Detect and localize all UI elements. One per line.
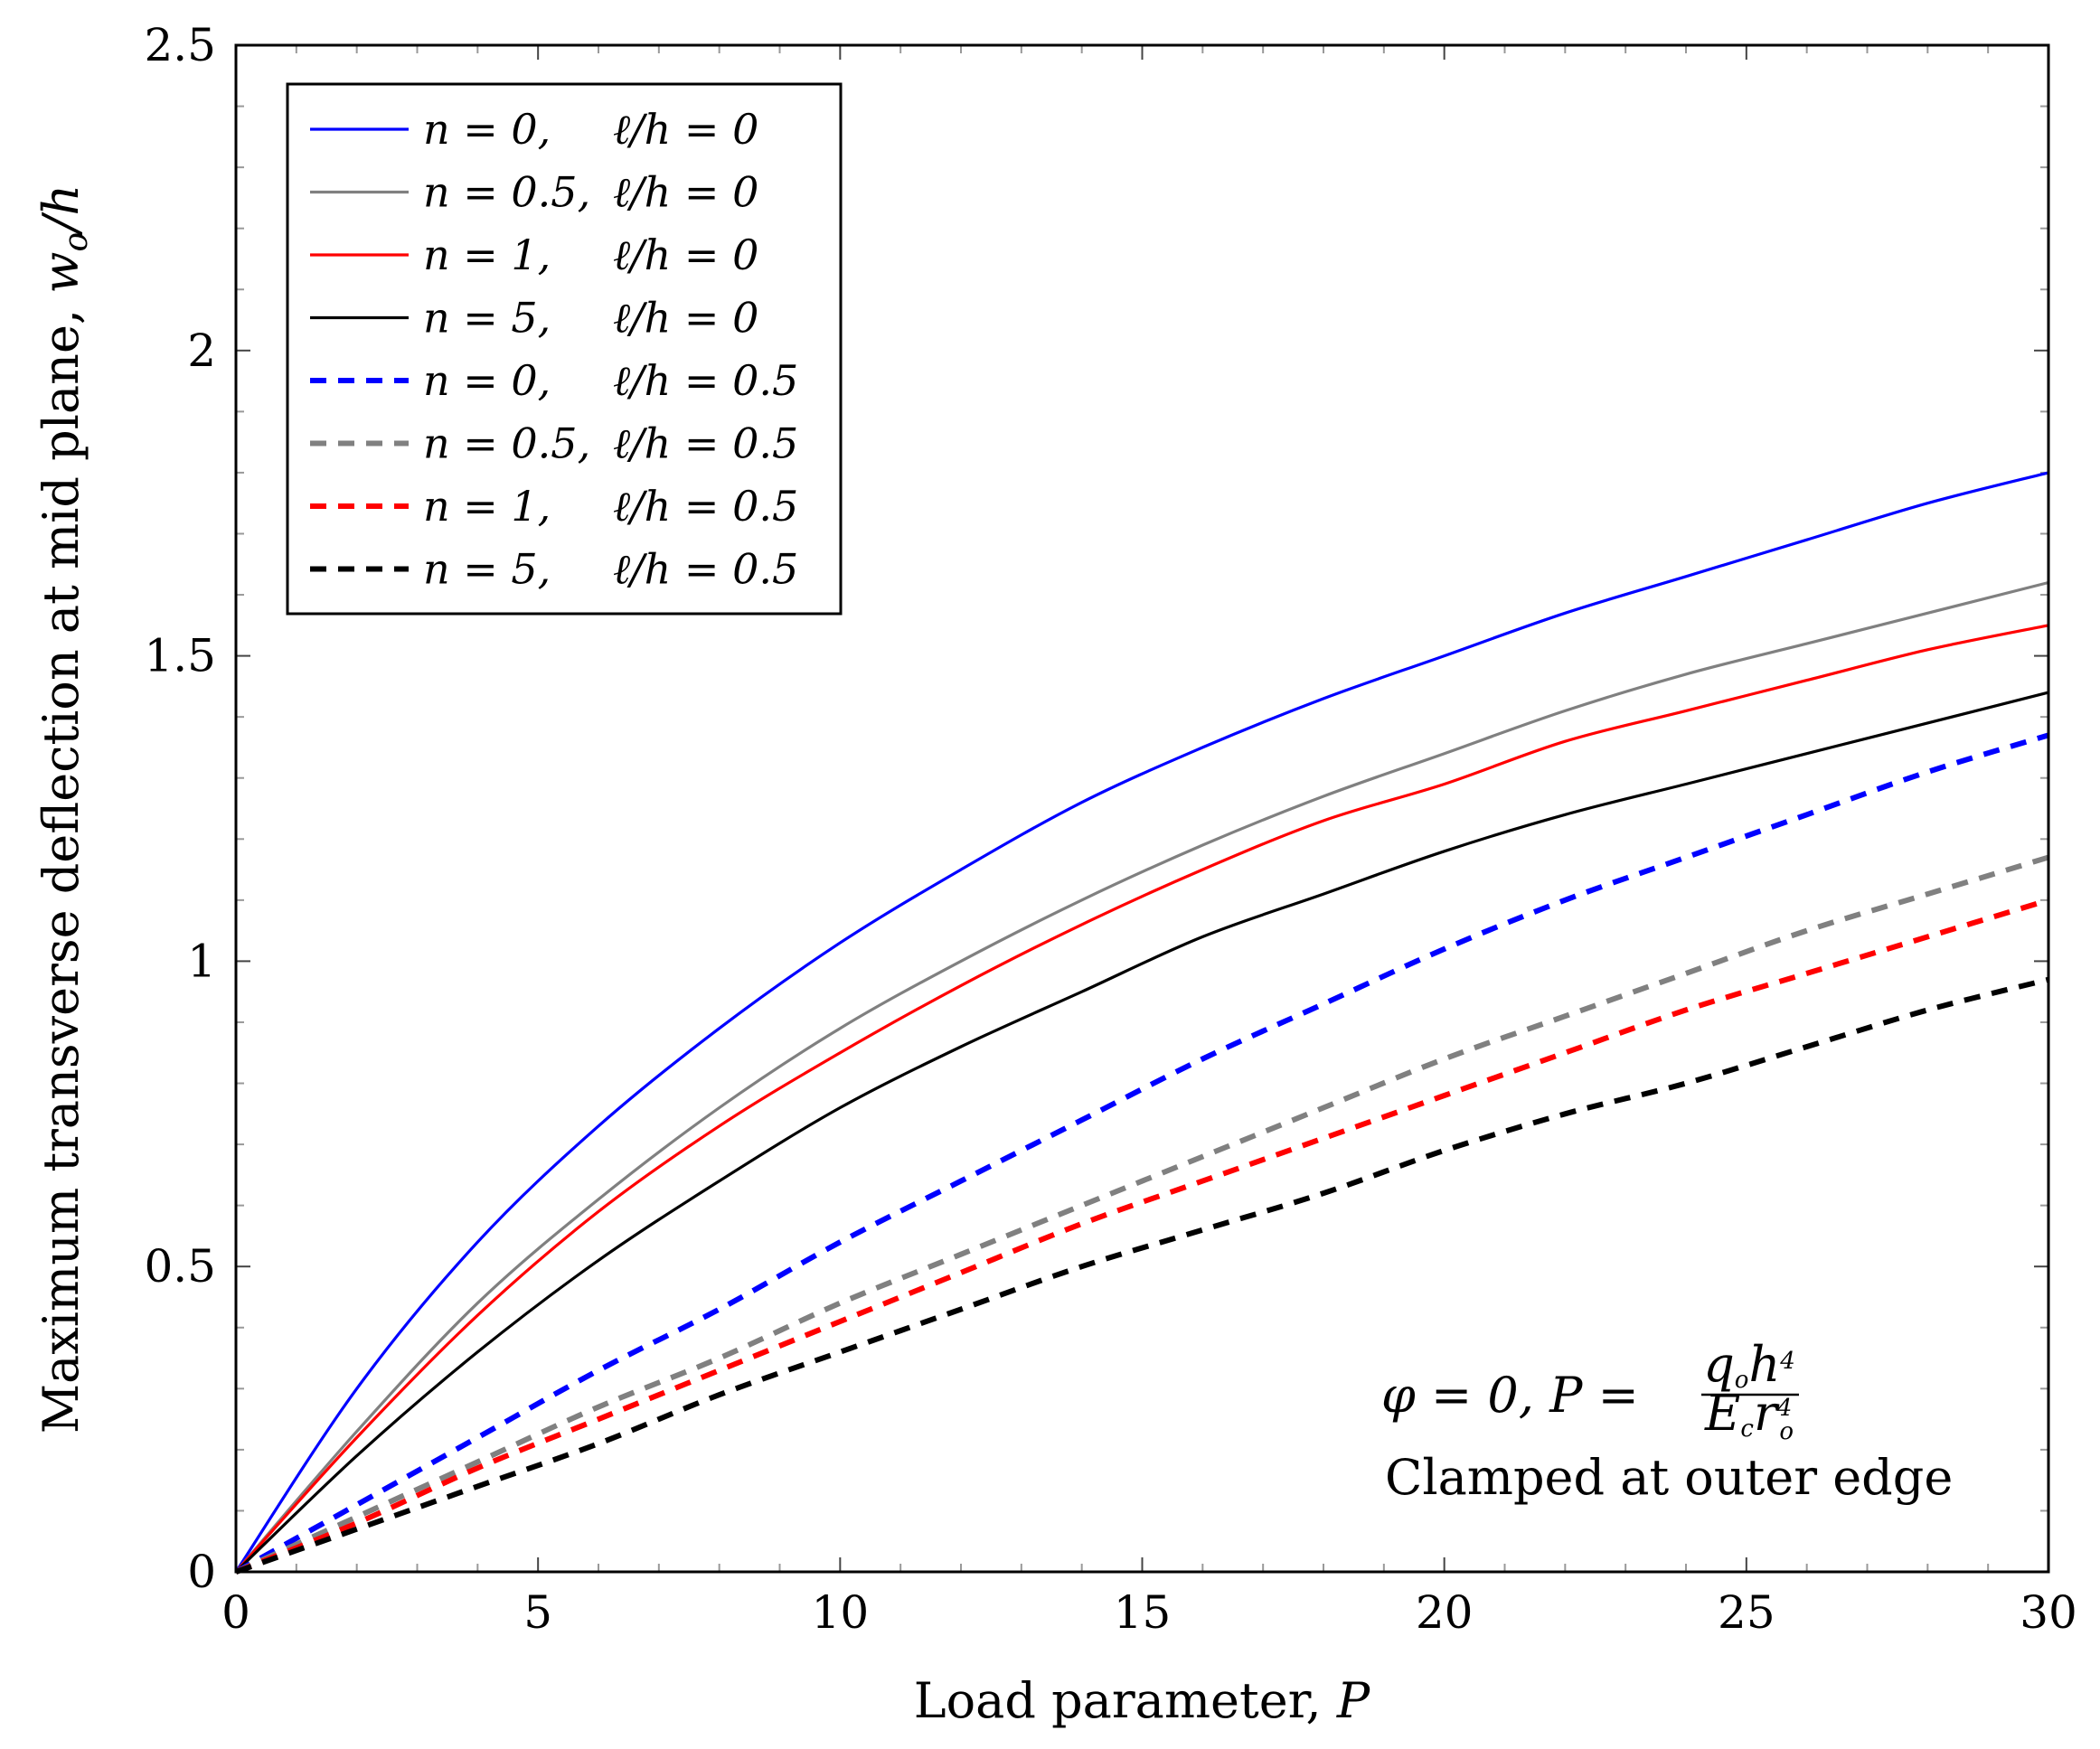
annotation-den-e: E [1704,1385,1740,1442]
annotation-num-q: q [1703,1336,1735,1393]
series-lines [234,471,2049,1575]
series-line-4 [234,732,2049,1575]
x-tick-label: 25 [1718,1586,1775,1639]
legend-label-n: n = 0, [423,356,551,405]
series-line-7 [234,976,2049,1575]
y-tick-label: 0 [187,1546,216,1598]
legend-label-n: n = 5, [423,294,551,343]
y-tick-label: 1 [187,935,216,987]
y-tick-label: 2.5 [144,19,216,71]
annotation-line2: Clamped at outer edge [1385,1449,1953,1506]
y-tick-label: 1.5 [144,630,216,682]
annotation-den-r-sup: 4 [1776,1395,1793,1422]
legend-label-l: ℓ/h = 0.5 [613,482,798,531]
legend-label-l: ℓ/h = 0 [613,168,758,217]
annotation-fraction-numerator: qoh4 [1703,1336,1795,1394]
y-axis-title: Maximum transverse deflection at mid pla… [33,184,95,1434]
series-line-0 [234,471,2049,1573]
y-axis-title-tail: /h [33,184,89,237]
annotation-num-h-sup: 4 [1779,1348,1795,1375]
series-line-1 [234,580,2049,1574]
annotation-fraction-denominator: Ecr4 o [1704,1385,1794,1445]
legend-label-l: ℓ/h = 0.5 [613,545,798,594]
x-tick-label: 10 [812,1586,870,1639]
y-axis-title-text: Maximum transverse deflection at mid pla… [33,294,89,1434]
legend-label-l: ℓ/h = 0 [613,294,758,343]
y-tick-label: 2 [187,324,216,377]
legend-label-l: ℓ/h = 0.5 [613,356,798,405]
legend: n = 0, ℓ/h = 0 n = 0.5, ℓ/h = 0 n = 1, ℓ/h = … [286,82,843,616]
legend-label-n: n = 0.5, [423,419,590,468]
x-axis-title: Load parameter, P [914,1672,1371,1729]
series-line-2 [234,624,2049,1574]
tick-labels: 0 5 10 15 20 25 30 0 0.5 1 1.5 2 2.5 [144,19,2076,1639]
plot-frame [234,43,2050,1574]
annotation-phi-text: φ = 0, P = [1381,1367,1639,1424]
series-line-6 [234,897,2049,1575]
legend-label-n: n = 1, [423,482,551,531]
series-line-3 [234,691,2049,1574]
x-tick-label: 20 [1416,1586,1474,1639]
annotation: φ = 0, P = qoh4 Ecr4 o Clamped at outer e… [1381,1336,1953,1506]
legend-label-n: n = 5, [423,545,551,594]
legend-items: n = 0, ℓ/h = 0 n = 0.5, ℓ/h = 0 n = 1, ℓ/h = … [310,105,798,594]
x-axis-title-text: Load parameter, [914,1672,1337,1729]
legend-label-n: n = 1, [423,230,551,279]
x-tick-label: 15 [1114,1586,1172,1639]
legend-label-l: ℓ/h = 0.5 [613,419,798,468]
legend-label-l: ℓ/h = 0 [613,230,758,279]
y-tick-label: 0.5 [144,1240,216,1293]
y-axis-title-sub: o [58,232,95,252]
y-axis-title-var: w [33,252,89,294]
series-line-5 [234,854,2049,1575]
x-axis-title-var: P [1336,1672,1371,1729]
annotation-num-h: h [1748,1336,1780,1393]
annotation-num-q-sub: o [1735,1367,1749,1394]
annotation-den-r-sub: o [1779,1418,1794,1445]
annotation-den-e-sub: c [1740,1415,1754,1443]
legend-box [286,82,843,616]
x-tick-label: 5 [523,1586,552,1639]
legend-label-n: n = 0, [423,105,551,154]
annotation-den-r: r [1754,1385,1780,1442]
x-tick-label: 0 [221,1586,250,1639]
legend-label-l: ℓ/h = 0 [613,105,758,154]
x-tick-label: 30 [2020,1586,2077,1639]
annotation-line1: φ = 0, P = [1381,1367,1639,1424]
legend-label-n: n = 0.5, [423,168,590,217]
